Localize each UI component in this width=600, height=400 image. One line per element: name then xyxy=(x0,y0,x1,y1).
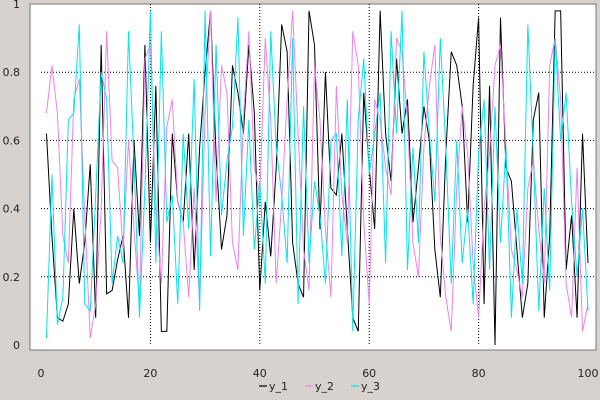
x-tick-label: 40 xyxy=(253,367,267,380)
y-tick-label: 1 xyxy=(13,0,20,11)
y-tick-label: 0.6 xyxy=(3,134,21,147)
x-tick-label: 0 xyxy=(38,367,45,380)
y-tick-label: 0.8 xyxy=(3,66,21,79)
axis-labels: 0 20 40 60 80 100 0 0.2 0.4 0.6 0.8 1 xyxy=(3,0,599,380)
x-tick-label: 100 xyxy=(578,367,599,380)
grid-lines xyxy=(41,4,595,345)
y-tick-label: 0.2 xyxy=(3,271,21,284)
series-line-y_2 xyxy=(45,10,589,339)
legend: y_1 y_2 y_3 xyxy=(259,380,380,393)
x-tick-label: 60 xyxy=(362,367,376,380)
x-tick-label: 80 xyxy=(472,367,486,380)
series-lines xyxy=(45,10,589,346)
x-tick-label: 20 xyxy=(143,367,157,380)
legend-label-y_3: y_3 xyxy=(361,380,380,393)
legend-label-y_2: y_2 xyxy=(315,380,334,393)
series-line-y_3 xyxy=(45,10,589,339)
y-tick-label: 0.4 xyxy=(3,203,21,216)
y-tick-label: 0 xyxy=(13,339,20,352)
legend-label-y_1: y_1 xyxy=(269,380,288,393)
